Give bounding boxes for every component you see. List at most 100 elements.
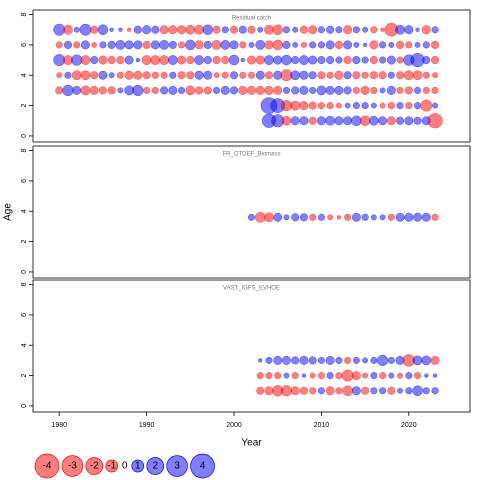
residual-bubble xyxy=(335,356,343,364)
residual-bubble xyxy=(388,41,395,48)
residual-bubble xyxy=(308,25,318,35)
residual-bubble xyxy=(343,25,353,35)
y-tick-label: 0 xyxy=(21,134,28,138)
x-tick-label: 2020 xyxy=(401,422,417,429)
residual-bubble xyxy=(160,86,169,95)
residual-bubble xyxy=(378,71,387,80)
residual-bubble xyxy=(203,70,213,80)
residual-bubble xyxy=(370,372,378,380)
residual-bubble xyxy=(387,356,395,364)
residual-bubble xyxy=(117,87,124,94)
y-tick-label: 2 xyxy=(21,374,28,378)
panel-frame xyxy=(32,279,471,413)
residual-bubble xyxy=(168,40,177,49)
residual-bubble xyxy=(90,56,99,65)
residual-bubble xyxy=(213,72,220,79)
residual-bubble xyxy=(90,25,99,34)
residual-bubble xyxy=(299,386,308,395)
residual-bubble xyxy=(326,102,334,110)
residual-bubble xyxy=(308,71,317,80)
residual-bubble xyxy=(168,25,178,35)
residual-bubble xyxy=(325,85,335,95)
residual-bubble xyxy=(387,386,396,395)
residual-bubble xyxy=(309,387,317,395)
residual-bubble xyxy=(405,41,413,49)
legend-label: -4 xyxy=(43,461,52,472)
residual-bubble xyxy=(369,56,378,65)
residual-bubble xyxy=(352,26,360,34)
residual-bubble xyxy=(238,85,248,95)
residual-bubble xyxy=(432,72,438,79)
residual-bubble xyxy=(326,71,334,79)
residual-bubble xyxy=(370,26,378,34)
residual-bubble xyxy=(368,115,379,126)
residual-bubble xyxy=(292,26,299,33)
legend-label: 1 xyxy=(135,461,141,472)
residual-bubble xyxy=(71,70,82,81)
residual-bubble xyxy=(351,212,361,222)
residual-bubble xyxy=(264,71,274,80)
residual-bubble xyxy=(309,86,317,94)
residual-bubble xyxy=(386,85,396,95)
residual-bubble xyxy=(404,25,414,35)
residual-bubble xyxy=(221,56,230,65)
residual-bubble xyxy=(427,113,443,129)
residual-bubble xyxy=(379,41,387,49)
residual-bubble xyxy=(352,356,360,364)
residual-bubble xyxy=(141,55,152,65)
residual-bubble xyxy=(299,116,309,126)
residual-bubble xyxy=(133,25,142,34)
residual-bubble xyxy=(229,86,239,95)
residual-bubble xyxy=(79,23,92,36)
residual-bubble xyxy=(379,56,387,64)
residual-bubble xyxy=(335,372,343,380)
residual-bubble xyxy=(309,213,317,221)
legend-label: 0 xyxy=(122,461,128,472)
legend-bubble xyxy=(146,457,165,475)
residual-bubble xyxy=(126,27,132,32)
legend-bubble xyxy=(34,453,60,479)
residual-bubble xyxy=(317,56,326,65)
residual-bubble xyxy=(335,387,343,395)
residual-bubble xyxy=(342,385,353,397)
residual-bubble xyxy=(424,373,429,378)
residual-bubble xyxy=(107,86,116,95)
residual-bubble xyxy=(379,372,387,380)
residual-bubble xyxy=(308,116,317,125)
y-tick-label: 8 xyxy=(21,283,28,287)
residual-bubble xyxy=(343,71,352,80)
residual-bubble xyxy=(160,71,168,79)
residual-bubble xyxy=(431,86,439,94)
residual-bubble xyxy=(220,39,231,50)
residual-bubble xyxy=(361,71,369,79)
residual-bubble xyxy=(335,26,343,34)
residual-bubble xyxy=(290,116,300,126)
residual-bubble xyxy=(229,25,239,34)
residual-bubble xyxy=(228,54,240,66)
residual-bubble xyxy=(194,24,204,35)
residual-bubble xyxy=(404,86,413,95)
residual-bubble xyxy=(255,55,265,65)
residual-bubble xyxy=(159,55,169,65)
residual-bubble xyxy=(195,86,204,95)
residual-bubble xyxy=(247,213,256,221)
residual-bubble xyxy=(325,40,335,50)
residual-bubble xyxy=(362,26,369,33)
residual-bubble xyxy=(430,40,440,49)
residual-bubble xyxy=(212,56,221,65)
x-tick-label: 2010 xyxy=(314,422,330,429)
residual-bubble xyxy=(431,213,439,221)
residual-bubble xyxy=(301,373,307,378)
residual-bubble xyxy=(239,71,247,79)
residual-bubble xyxy=(229,71,239,80)
residual-bubble xyxy=(264,386,274,396)
residual-bubble xyxy=(80,55,91,65)
panel-title: FR_OTDEF_Biomass xyxy=(222,152,280,158)
residual-bubble xyxy=(98,86,107,95)
y-tick-label: 0 xyxy=(21,270,28,274)
residual-bubble xyxy=(80,40,90,50)
residual-bubble xyxy=(421,212,431,222)
y-tick-label: 6 xyxy=(21,179,28,183)
panel-title: VAST_IGFS_EVHOE xyxy=(223,286,280,292)
